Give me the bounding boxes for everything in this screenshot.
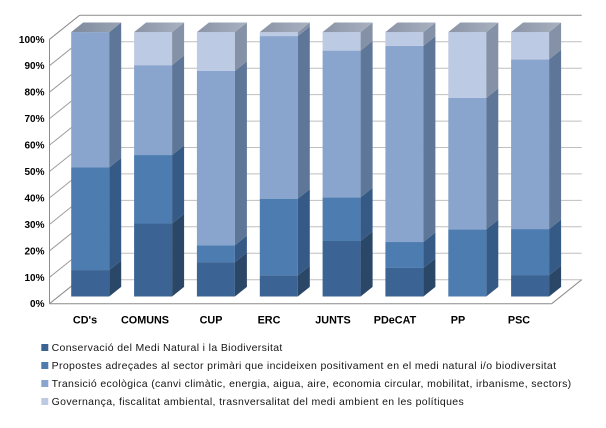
svg-text:PSC: PSC: [508, 314, 530, 326]
svg-text:CD's: CD's: [73, 314, 97, 326]
svg-text:60%: 60%: [24, 141, 44, 152]
svg-text:ERC: ERC: [258, 314, 281, 326]
svg-text:100%: 100%: [19, 35, 45, 46]
svg-text:PP: PP: [451, 314, 465, 326]
svg-text:Conservació del Medi Natural i: Conservació del Medi Natural i la Biodiv…: [52, 342, 283, 354]
svg-text:0%: 0%: [30, 299, 45, 310]
svg-text:50%: 50%: [24, 167, 44, 178]
svg-text:70%: 70%: [24, 114, 44, 125]
svg-text:Transició ecològica (canvi cli: Transició ecològica (canvi climàtic, ene…: [52, 378, 572, 390]
svg-text:Governança, fiscalitat ambient: Governança, fiscalitat ambiental, trasnv…: [52, 396, 465, 408]
svg-text:20%: 20%: [24, 246, 44, 257]
svg-text:Propostes adreçades al sector: Propostes adreçades al sector primàri qu…: [52, 360, 557, 372]
svg-text:40%: 40%: [24, 193, 44, 204]
svg-text:10%: 10%: [24, 273, 44, 284]
svg-text:90%: 90%: [24, 61, 44, 72]
svg-text:JUNTS: JUNTS: [315, 314, 350, 326]
svg-text:CUP: CUP: [200, 314, 223, 326]
svg-text:PDeCAT: PDeCAT: [374, 314, 417, 326]
svg-text:80%: 80%: [24, 88, 44, 99]
svg-text:30%: 30%: [24, 220, 44, 231]
svg-text:COMUNS: COMUNS: [121, 314, 169, 326]
